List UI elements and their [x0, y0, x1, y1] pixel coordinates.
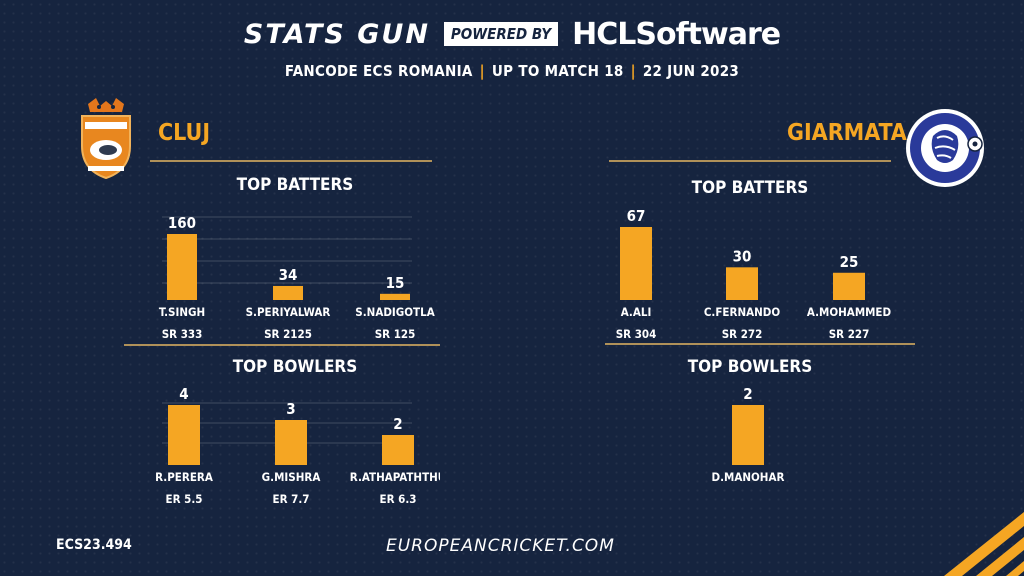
rate-label: SR 272 — [722, 327, 763, 341]
sponsor-suffix: Software — [635, 16, 781, 52]
cluj-top-bowlers-chart: 4 R.PERERA ER 5.5 3 G.MISHRA ER 7.7 2 R.ATHAPAT… — [155, 385, 440, 506]
bar — [732, 405, 764, 465]
category-label: S.NADIGOTLA — [355, 305, 434, 319]
data-label: 2 — [393, 415, 402, 433]
rate-label: SR 304 — [616, 327, 657, 341]
match-range: UP TO MATCH 18 — [491, 62, 624, 80]
bar — [620, 227, 652, 300]
giarmata-top-batters-title: TOP BATTERS — [691, 178, 809, 198]
category-label: R.PERERA — [155, 470, 213, 484]
decorative-stripes — [944, 512, 1024, 576]
stats-gun-logo: STATS GUN — [243, 18, 430, 50]
category-label: T.SINGH — [159, 305, 205, 319]
category-label: D.MANOHAR — [712, 470, 785, 484]
bar — [275, 420, 307, 465]
data-label: 25 — [840, 253, 859, 271]
category-label: G.MISHRA — [262, 470, 321, 484]
data-label: 160 — [168, 214, 196, 232]
data-label: 67 — [627, 207, 646, 225]
category-label: R.ATHAPATHTHU — [350, 470, 440, 484]
rate-label: ER 6.3 — [380, 492, 417, 506]
bar — [382, 435, 414, 465]
bar — [833, 272, 865, 300]
powered-by-badge: POWERED BY — [443, 22, 559, 46]
data-label: 34 — [279, 266, 298, 284]
data-label: 30 — [733, 247, 752, 265]
cluj-top-batters-chart: 160 T.SINGH SR 333 34 S.PERIYALWAR SR 2125 15 S… — [124, 214, 440, 346]
bar — [168, 405, 200, 465]
category-label: A.MOHAMMED — [807, 305, 892, 319]
giarmata-top-batters-chart: 67 A.ALI SR 304 30 C.FERNANDO SR 272 25 A.MOHAM… — [605, 207, 915, 345]
bar — [726, 267, 758, 300]
giarmata-top-bowlers-title: TOP BOWLERS — [687, 357, 813, 377]
data-label: 3 — [286, 400, 295, 418]
separator: | — [479, 62, 485, 80]
millenium-giarmata-crest-icon — [906, 109, 984, 187]
cluj-cricket-club-crest-icon — [81, 98, 131, 180]
data-label: 4 — [179, 385, 188, 403]
data-label: 15 — [386, 274, 405, 292]
right-team-rule — [609, 160, 891, 162]
category-label: C.FERNANDO — [704, 305, 781, 319]
stats-date: 22 JUN 2023 — [642, 62, 740, 80]
rate-label: SR 227 — [829, 327, 870, 341]
rate-label: ER 5.5 — [166, 492, 203, 506]
rate-label: SR 333 — [162, 327, 203, 341]
rate-label: ER 7.7 — [273, 492, 310, 506]
data-label: 2 — [743, 385, 752, 403]
cluj-top-bowlers-title: TOP BOWLERS — [232, 357, 358, 377]
rate-label: SR 2125 — [264, 327, 312, 341]
competition-name: FANCODE ECS ROMANIA — [284, 62, 473, 80]
brand-row: STATS GUN POWERED BY HCLSoftware — [0, 14, 1024, 54]
bar — [167, 234, 197, 300]
sponsor-prefix: HCL — [572, 16, 636, 52]
rate-label: SR 125 — [375, 327, 416, 341]
separator: | — [630, 62, 636, 80]
category-label: A.ALI — [621, 305, 652, 319]
bar — [380, 293, 410, 300]
giarmata-top-bowlers-chart: 2 D.MANOHAR — [712, 385, 785, 484]
left-team-rule — [150, 160, 432, 162]
bar — [273, 285, 303, 300]
graphic-code: ECS23.494 — [56, 537, 132, 553]
header: STATS GUN POWERED BY HCLSoftware FANCODE… — [0, 14, 1024, 81]
left-team-name: CLUJ — [158, 120, 211, 146]
cluj-top-batters-title: TOP BATTERS — [236, 175, 354, 195]
category-label: S.PERIYALWAR — [246, 305, 331, 319]
subtitle: FANCODE ECS ROMANIA | UP TO MATCH 18 | 22 JU… — [0, 62, 1024, 80]
sponsor-logo: HCLSoftware — [572, 16, 781, 52]
website-url: EUROPEANCRICKET.COM — [386, 536, 615, 556]
right-team-name: GIARMATA — [787, 120, 907, 146]
